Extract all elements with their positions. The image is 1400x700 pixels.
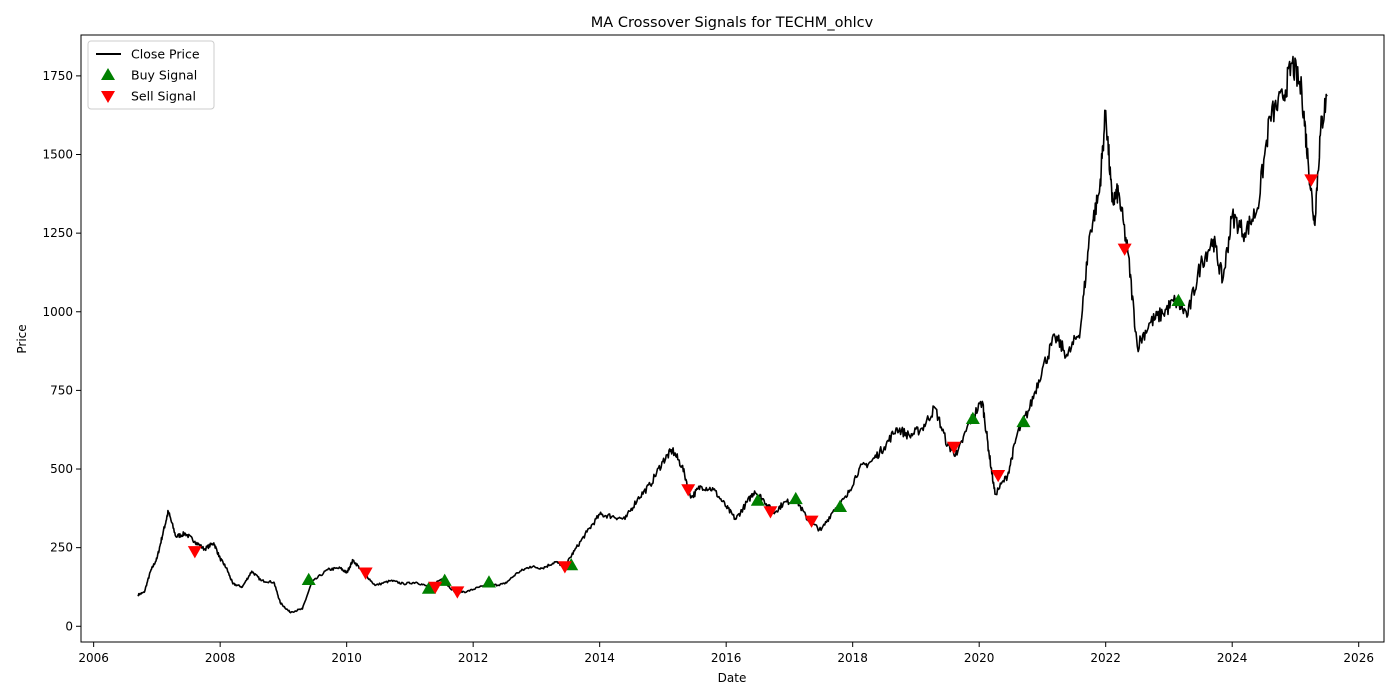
legend-box <box>87 40 215 110</box>
x-axis: 2006 2008 2010 2012 2014 2016 2018 2020 2022 2024… <box>78 642 1374 665</box>
buy-signal-marker <box>833 499 848 513</box>
close-price-line <box>137 55 1328 614</box>
legend-sell-swatch <box>101 91 115 103</box>
x-tick-label: 2012 <box>458 651 489 665</box>
y-tick-label: 750 <box>50 383 73 397</box>
x-tick-label: 2018 <box>837 651 868 665</box>
x-tick-label: 2014 <box>584 651 615 665</box>
sell-signal-marker <box>428 581 443 594</box>
sell-signal-marker <box>358 567 373 580</box>
legend: Close Price Buy Signal Sell Signal <box>87 40 215 110</box>
y-axis-label: Price <box>15 324 29 353</box>
sell-signal-marker <box>991 470 1006 483</box>
sell-signal-marker <box>681 484 696 497</box>
y-tick-label: 1500 <box>42 148 73 162</box>
y-tick-label: 250 <box>50 541 73 555</box>
x-tick-label: 2010 <box>331 651 362 665</box>
y-tick-label: 1250 <box>42 226 73 240</box>
buy-signal-marker <box>1171 293 1186 307</box>
sell-signal-marker <box>763 506 778 519</box>
legend-label: Sell Signal <box>131 89 196 104</box>
plot-frame <box>80 34 1385 643</box>
x-axis-label: Date <box>718 671 747 685</box>
chart-title: MA Crossover Signals for TECHM_ohlcv <box>591 15 874 31</box>
buy-signal-marker <box>788 491 803 505</box>
buy-signal-marker <box>481 575 496 588</box>
sell-signal-marker <box>187 546 202 559</box>
legend-buy-swatch <box>101 68 115 80</box>
sell-signal-marker <box>946 441 961 455</box>
y-tick-label: 0 <box>65 619 73 633</box>
legend-label: Close Price <box>131 47 200 62</box>
x-tick-label: 2016 <box>711 651 742 665</box>
signal-markers <box>187 174 1319 599</box>
x-tick-label: 2026 <box>1343 651 1374 665</box>
sell-signal-marker <box>804 515 819 528</box>
buy-signal-marker <box>1016 414 1031 428</box>
legend-label: Buy Signal <box>131 68 197 83</box>
sell-signal-marker <box>1304 174 1319 187</box>
buy-signal-marker <box>421 581 436 594</box>
x-tick-label: 2006 <box>78 651 109 665</box>
x-tick-label: 2022 <box>1090 651 1121 665</box>
x-tick-label: 2020 <box>964 651 995 665</box>
buy-signal-marker <box>965 411 980 424</box>
sell-signal-marker <box>450 586 465 599</box>
y-tick-label: 1750 <box>42 69 73 83</box>
buy-signal-marker <box>301 572 316 585</box>
y-axis: 0 250 500 750 1000 1250 1500 1750 <box>42 69 81 633</box>
plot-area <box>137 55 1328 614</box>
y-tick-label: 500 <box>50 462 73 476</box>
sell-signal-marker <box>1117 243 1132 256</box>
buy-signal-marker <box>750 493 765 506</box>
x-tick-label: 2008 <box>205 651 236 665</box>
y-tick-label: 1000 <box>42 305 73 319</box>
sell-signal-marker <box>557 561 572 574</box>
x-tick-label: 2024 <box>1217 651 1248 665</box>
